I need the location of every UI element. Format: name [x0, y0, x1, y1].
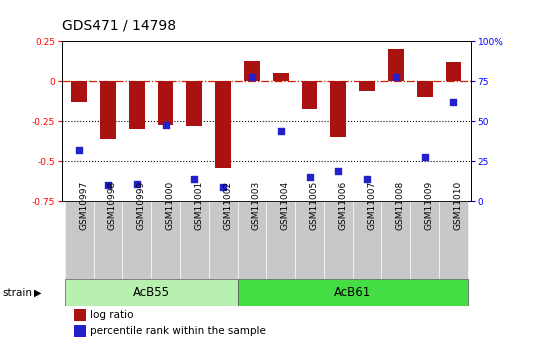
Bar [302, 81, 317, 109]
FancyBboxPatch shape [94, 201, 122, 279]
Point [449, 99, 458, 105]
FancyBboxPatch shape [410, 201, 439, 279]
Bar [158, 81, 173, 125]
FancyBboxPatch shape [180, 201, 209, 279]
FancyBboxPatch shape [324, 201, 353, 279]
FancyBboxPatch shape [65, 201, 94, 279]
FancyBboxPatch shape [353, 201, 381, 279]
Bar [273, 73, 288, 81]
Text: GSM11005: GSM11005 [309, 180, 318, 230]
Point [334, 168, 343, 174]
Text: log ratio: log ratio [90, 310, 133, 320]
Point [392, 74, 400, 79]
Text: GSM11007: GSM11007 [367, 180, 376, 230]
Point [420, 154, 429, 159]
Text: GDS471 / 14798: GDS471 / 14798 [62, 19, 176, 33]
Bar [244, 61, 260, 81]
Text: GSM11010: GSM11010 [454, 180, 463, 230]
Text: GSM11003: GSM11003 [252, 180, 261, 230]
Text: GSM11004: GSM11004 [281, 181, 289, 230]
Text: percentile rank within the sample: percentile rank within the sample [90, 326, 266, 336]
FancyBboxPatch shape [237, 279, 468, 306]
Bar [129, 81, 145, 129]
Bar [417, 81, 433, 97]
Point [219, 184, 228, 190]
Text: GSM11002: GSM11002 [223, 181, 232, 230]
Bar [74, 309, 86, 321]
Text: GSM11006: GSM11006 [338, 180, 348, 230]
Bar [445, 62, 462, 81]
Point [363, 176, 371, 182]
FancyBboxPatch shape [439, 201, 468, 279]
Text: AcB61: AcB61 [334, 286, 371, 299]
Text: GSM11009: GSM11009 [424, 180, 434, 230]
Point [277, 128, 285, 134]
FancyBboxPatch shape [151, 201, 180, 279]
Bar [74, 325, 86, 336]
Text: GSM10997: GSM10997 [79, 180, 88, 230]
Bar [359, 81, 375, 91]
Text: ▶: ▶ [34, 288, 41, 298]
Point [104, 183, 112, 188]
Point [75, 147, 83, 153]
FancyBboxPatch shape [122, 201, 151, 279]
Bar [71, 81, 87, 102]
Point [247, 74, 256, 79]
Text: GSM11000: GSM11000 [166, 180, 174, 230]
Bar [388, 49, 404, 81]
FancyBboxPatch shape [381, 201, 410, 279]
Text: GSM11008: GSM11008 [396, 180, 405, 230]
Point [161, 122, 170, 127]
Bar [330, 81, 346, 137]
Bar [186, 81, 202, 126]
FancyBboxPatch shape [65, 279, 237, 306]
Point [132, 181, 141, 186]
Text: GSM11001: GSM11001 [194, 180, 203, 230]
Text: strain: strain [3, 288, 33, 298]
Text: AcB55: AcB55 [133, 286, 169, 299]
Text: GSM10998: GSM10998 [108, 180, 117, 230]
FancyBboxPatch shape [237, 201, 266, 279]
Point [305, 175, 314, 180]
Bar [100, 81, 116, 139]
Text: GSM10999: GSM10999 [137, 180, 146, 230]
Point [190, 176, 199, 182]
FancyBboxPatch shape [209, 201, 237, 279]
FancyBboxPatch shape [295, 201, 324, 279]
Bar [215, 81, 231, 168]
FancyBboxPatch shape [266, 201, 295, 279]
